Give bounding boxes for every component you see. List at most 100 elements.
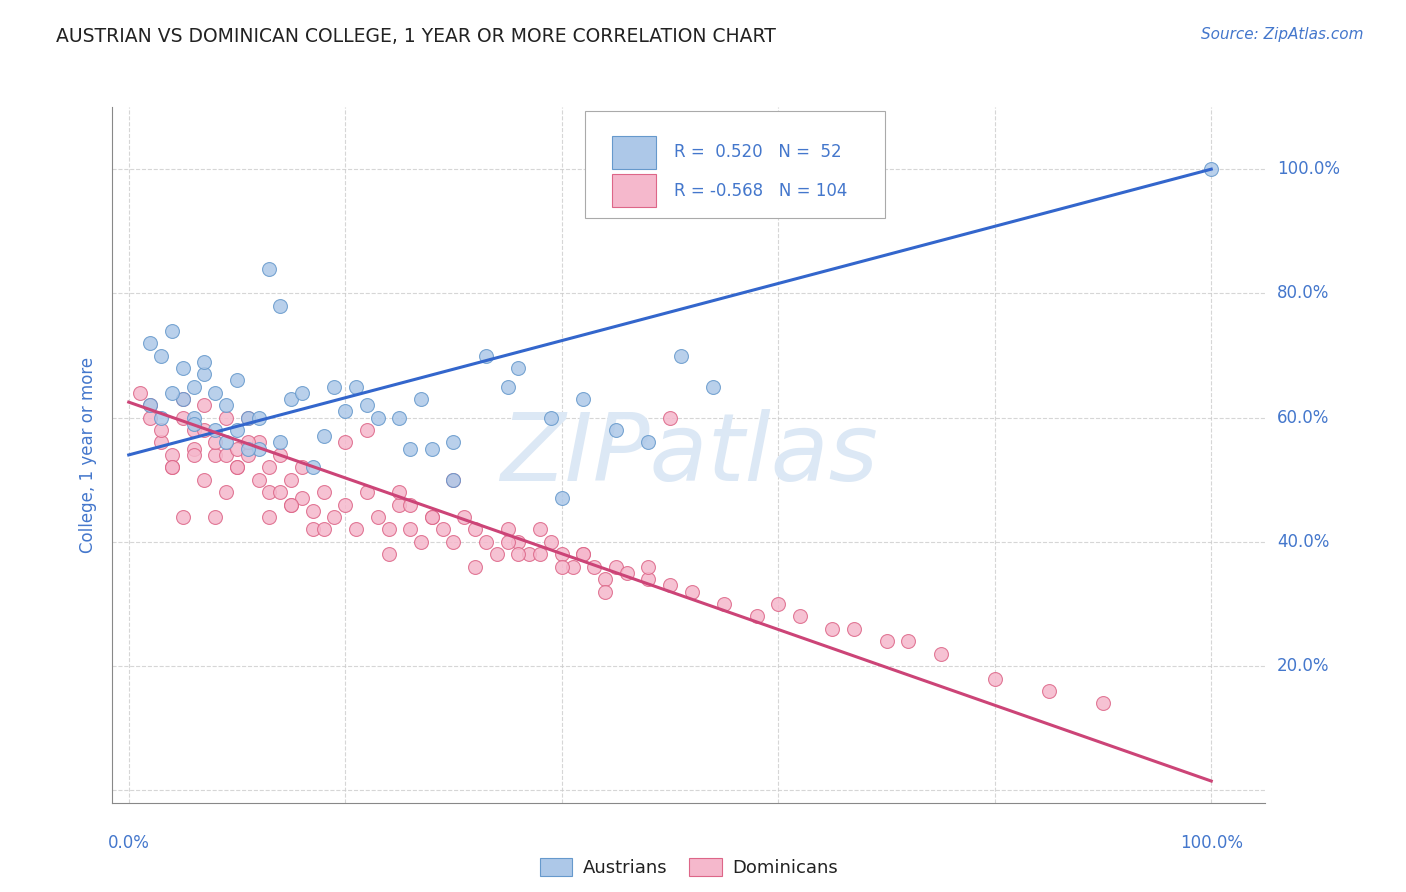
Point [301,504,323,518]
Point [356,423,378,437]
Point [259,261,281,276]
Point [681,584,703,599]
Point [204,448,226,462]
FancyBboxPatch shape [612,174,655,207]
Point [139,398,162,412]
Point [637,435,659,450]
Point [356,485,378,500]
Point [160,448,183,462]
Point [215,435,238,450]
Point [291,460,314,475]
Point [193,355,215,369]
Point [291,385,314,400]
Point [508,361,530,376]
Point [139,336,162,351]
Point [572,547,595,561]
Point [183,423,205,437]
Point [572,392,595,406]
Point [637,572,659,586]
Point [160,460,183,475]
Point [204,385,226,400]
Point [453,510,475,524]
Point [160,460,183,475]
Point [929,647,952,661]
Point [247,410,270,425]
Point [605,423,627,437]
Point [323,510,346,524]
Point [551,547,574,561]
Point [616,566,638,580]
Point [226,460,249,475]
Text: AUSTRIAN VS DOMINICAN COLLEGE, 1 YEAR OR MORE CORRELATION CHART: AUSTRIAN VS DOMINICAN COLLEGE, 1 YEAR OR… [56,27,776,45]
Point [529,547,551,561]
Point [150,410,173,425]
Point [139,398,162,412]
Point [583,559,606,574]
Point [335,498,357,512]
Point [768,597,790,611]
Point [215,485,238,500]
Point [745,609,768,624]
Point [139,410,162,425]
Point [183,417,205,431]
Point [323,379,346,393]
Point [247,473,270,487]
Point [593,572,616,586]
Point [713,597,735,611]
Point [193,398,215,412]
Point [172,510,194,524]
FancyBboxPatch shape [585,111,884,219]
Point [172,392,194,406]
Text: R = -0.568   N = 104: R = -0.568 N = 104 [673,182,848,200]
Point [443,473,465,487]
Point [475,349,498,363]
Point [388,485,411,500]
Point [388,498,411,512]
Point [551,559,574,574]
Point [605,559,627,574]
Point [540,410,562,425]
Point [540,534,562,549]
Point [344,523,367,537]
Point [409,534,432,549]
Legend: Austrians, Dominicans: Austrians, Dominicans [533,850,845,884]
Text: ZIPatlas: ZIPatlas [501,409,877,500]
Point [183,442,205,456]
Point [160,324,183,338]
Point [842,622,865,636]
Point [897,634,920,648]
Point [399,523,422,537]
Point [356,398,378,412]
Point [508,534,530,549]
Point [128,385,150,400]
Point [291,491,314,506]
Point [150,423,173,437]
Point [193,367,215,381]
Point [377,523,399,537]
Point [637,559,659,574]
Point [399,498,422,512]
Point [443,473,465,487]
Point [659,410,682,425]
Point [496,523,519,537]
Point [215,410,238,425]
Text: R =  0.520   N =  52: R = 0.520 N = 52 [673,144,842,161]
Point [226,423,249,437]
Point [226,442,249,456]
Point [464,523,486,537]
Point [150,435,173,450]
Point [496,379,519,393]
Point [193,423,215,437]
Point [420,510,443,524]
Point [344,379,367,393]
Point [204,435,226,450]
Point [312,523,335,537]
Point [236,442,259,456]
Point [172,410,194,425]
Point [443,534,465,549]
Text: 40.0%: 40.0% [1277,533,1329,551]
Point [204,510,226,524]
Point [259,460,281,475]
Point [236,435,259,450]
Point [593,584,616,599]
